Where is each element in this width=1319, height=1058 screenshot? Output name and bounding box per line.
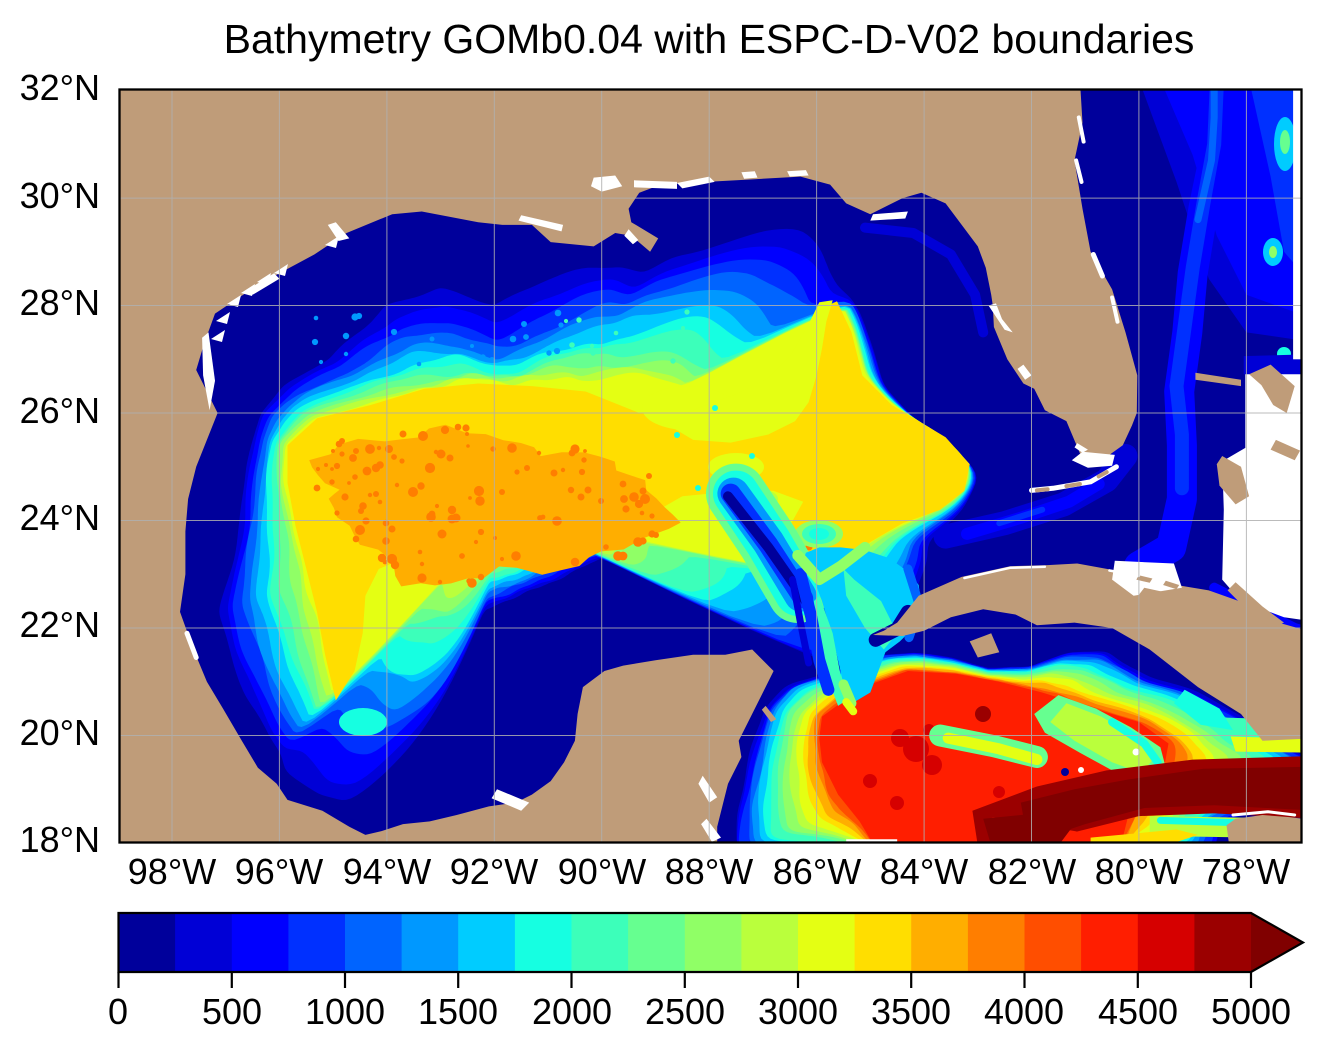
svg-text:Bathymetry GOMb0.04 with ESPC-: Bathymetry GOMb0.04 with ESPC-D-V02 boun…	[224, 16, 1195, 62]
svg-text:98°W: 98°W	[128, 851, 216, 892]
svg-text:94°W: 94°W	[343, 851, 431, 892]
svg-text:2500: 2500	[645, 991, 725, 1032]
svg-text:28°N: 28°N	[20, 282, 100, 323]
svg-text:2000: 2000	[532, 991, 612, 1032]
svg-text:0: 0	[108, 991, 128, 1032]
svg-text:20°N: 20°N	[20, 712, 100, 753]
svg-text:80°W: 80°W	[1095, 851, 1183, 892]
svg-text:1000: 1000	[305, 991, 385, 1032]
svg-text:78°W: 78°W	[1202, 851, 1290, 892]
svg-text:30°N: 30°N	[20, 175, 100, 216]
svg-text:5000: 5000	[1211, 991, 1291, 1032]
svg-text:24°N: 24°N	[20, 497, 100, 538]
svg-text:32°N: 32°N	[20, 67, 100, 108]
svg-text:4000: 4000	[984, 991, 1064, 1032]
svg-text:88°W: 88°W	[665, 851, 753, 892]
svg-text:96°W: 96°W	[235, 851, 323, 892]
svg-text:4500: 4500	[1098, 991, 1178, 1032]
svg-text:3000: 3000	[758, 991, 838, 1032]
svg-text:26°N: 26°N	[20, 390, 100, 431]
svg-text:84°W: 84°W	[880, 851, 968, 892]
svg-text:1500: 1500	[418, 991, 498, 1032]
svg-text:86°W: 86°W	[773, 851, 861, 892]
svg-text:500: 500	[202, 991, 262, 1032]
svg-text:3500: 3500	[871, 991, 951, 1032]
svg-text:18°N: 18°N	[20, 819, 100, 860]
svg-text:92°W: 92°W	[450, 851, 538, 892]
svg-text:90°W: 90°W	[558, 851, 646, 892]
svg-text:22°N: 22°N	[20, 604, 100, 645]
svg-text:82°W: 82°W	[988, 851, 1076, 892]
